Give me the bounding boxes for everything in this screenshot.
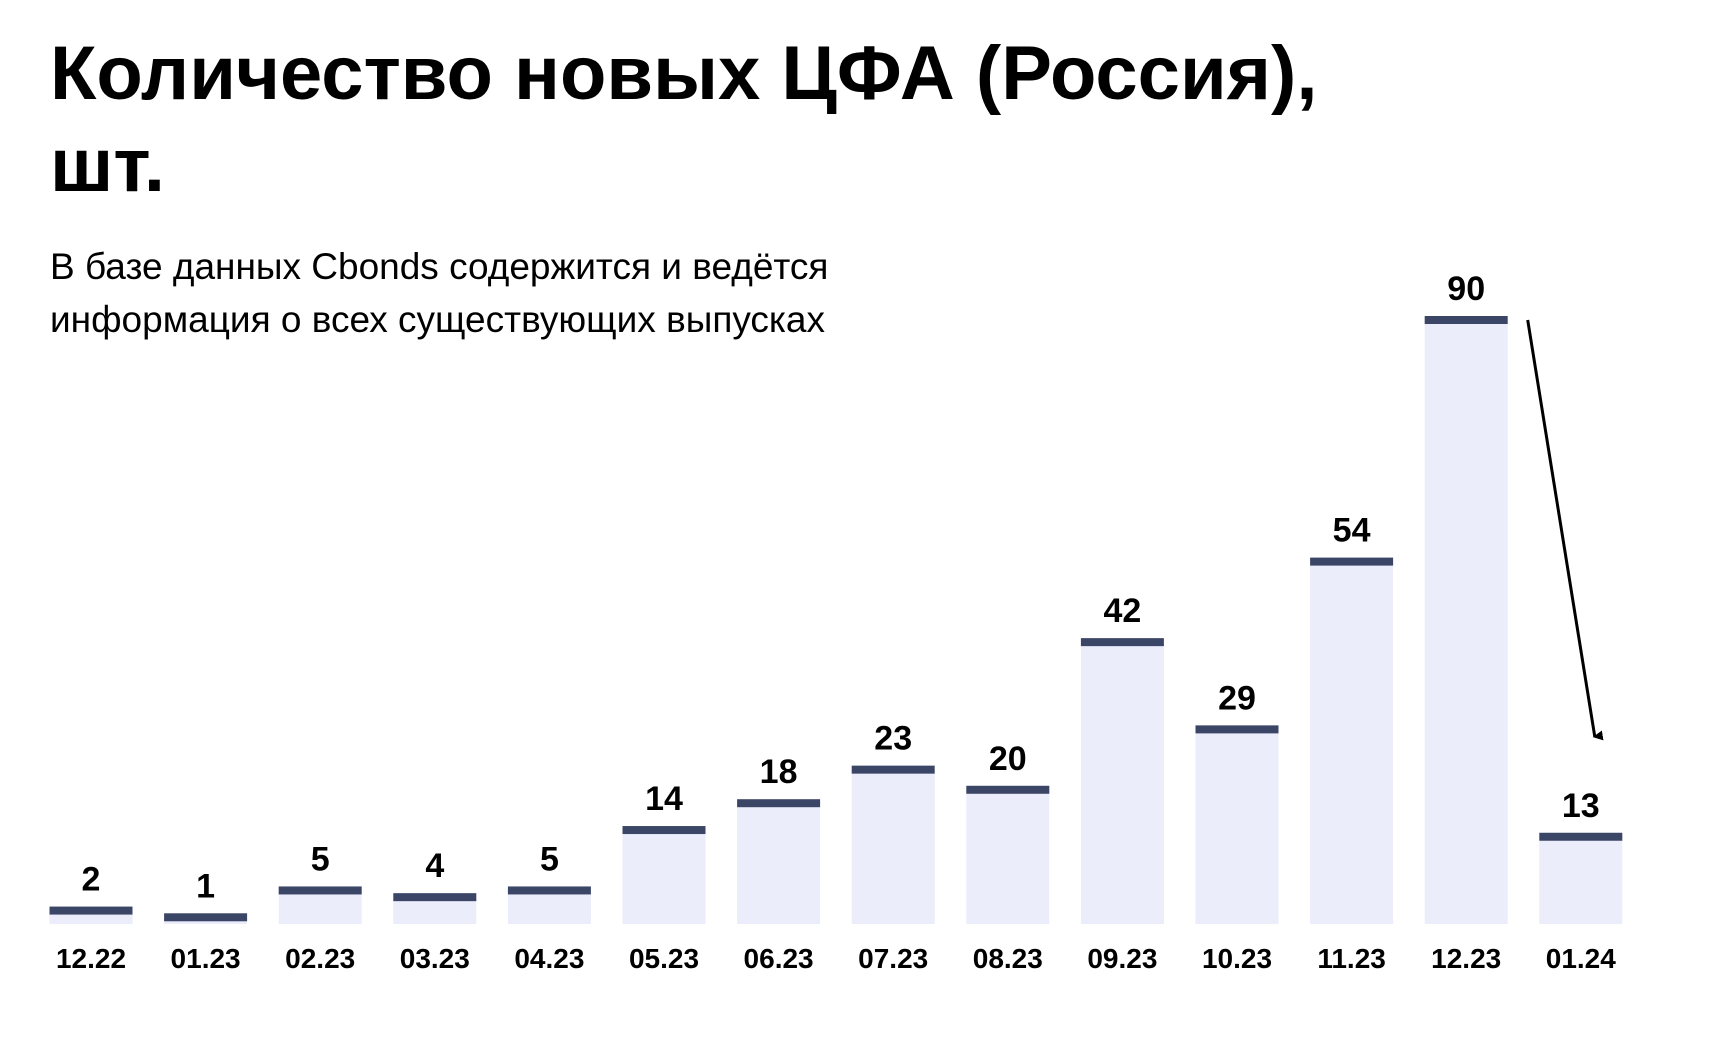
bar-cap — [164, 913, 248, 922]
bar — [393, 897, 477, 924]
bar-cap — [278, 886, 362, 895]
data-label: 5 — [540, 840, 559, 878]
x-tick-label: 02.23 — [285, 943, 355, 974]
x-tick-label: 01.23 — [171, 943, 241, 974]
bar-group-11.23: 54 11.23 — [1310, 512, 1394, 974]
x-tick-label: 12.22 — [56, 943, 126, 974]
annotation-layer — [1526, 319, 1604, 741]
x-tick-label: 05.23 — [629, 943, 699, 974]
bar — [966, 789, 1050, 924]
bar-group-05.23: 14 05.23 — [622, 780, 706, 974]
x-tick-label: 08.23 — [973, 943, 1043, 974]
x-tick-label: 12.23 — [1431, 943, 1501, 974]
bar-cap — [1310, 557, 1394, 566]
trend-arrow — [1526, 319, 1604, 741]
x-tick-label: 04.23 — [514, 943, 584, 974]
bar — [737, 803, 821, 924]
bar-group-01.24: 13 01.24 — [1539, 787, 1623, 974]
bar-cap — [737, 799, 821, 808]
bar — [278, 890, 362, 924]
bar-group-02.23: 502.23 — [278, 840, 362, 974]
bar-cap — [1195, 725, 1279, 734]
data-label: 20 — [989, 740, 1027, 778]
bar-cap — [49, 906, 133, 915]
bar — [1424, 320, 1508, 924]
bar-group-04.23: 504.23 — [507, 840, 591, 974]
bar-group-12.23: 90 12.23 — [1424, 270, 1508, 974]
x-tick-label: 10.23 — [1202, 943, 1272, 974]
bar — [622, 830, 706, 924]
bar-cap — [1080, 638, 1164, 647]
bar-cap — [966, 785, 1050, 794]
data-label: 90 — [1447, 270, 1485, 308]
data-label: 4 — [425, 847, 444, 885]
chart-subtitle: В базе данных Cbonds содержится и ведётс… — [50, 246, 829, 340]
x-tick-label: 01.24 — [1546, 943, 1616, 974]
data-label: 42 — [1103, 592, 1141, 630]
bar-cap — [393, 893, 477, 902]
bar-group-12.22: 212.22 — [49, 861, 133, 974]
bar-cap — [1539, 832, 1623, 841]
bar-cap — [622, 826, 706, 835]
bars-layer: 212.22101.23502.23403.23504.231405.23180… — [49, 270, 1623, 974]
x-tick-label: 07.23 — [858, 943, 928, 974]
data-label: 2 — [82, 861, 101, 899]
bar-cap — [1424, 316, 1508, 324]
bar-group-07.23: 23 07.23 — [851, 720, 935, 974]
bar — [507, 890, 591, 924]
data-label: 23 — [874, 720, 912, 758]
bar — [1195, 729, 1279, 924]
x-tick-label: 09.23 — [1087, 943, 1157, 974]
bar-group-08.23: 20 08.23 — [966, 740, 1050, 974]
bar — [1310, 561, 1394, 924]
data-label: 29 — [1218, 679, 1256, 717]
bar-group-06.23: 18 06.23 — [737, 753, 821, 974]
data-label: 1 — [196, 867, 215, 905]
chart-title: Количество новых ЦФА (Россия), шт. — [50, 31, 1318, 208]
bar — [1080, 642, 1164, 924]
bar — [1539, 836, 1623, 924]
data-label: 5 — [311, 840, 330, 878]
data-label: 54 — [1333, 512, 1371, 550]
bar-cap — [507, 886, 591, 895]
data-label: 13 — [1562, 787, 1600, 825]
bar-group-10.23: 29 10.23 — [1195, 679, 1279, 974]
data-label: 14 — [645, 780, 683, 818]
x-tick-label: 03.23 — [400, 943, 470, 974]
bar — [851, 769, 935, 924]
bar-group-03.23: 403.23 — [393, 847, 477, 974]
bar-cap — [851, 765, 935, 774]
bar-group-09.23: 42 09.23 — [1080, 592, 1164, 974]
data-label: 18 — [760, 753, 798, 791]
x-tick-label: 11.23 — [1317, 943, 1386, 974]
bar-group-01.23: 101.23 — [164, 867, 248, 974]
x-tick-label: 06.23 — [744, 943, 814, 974]
